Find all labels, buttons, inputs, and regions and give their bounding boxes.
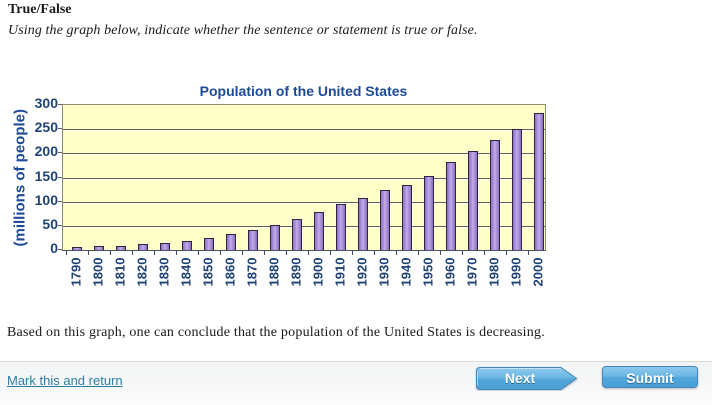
svg-text:Next: Next bbox=[505, 370, 536, 386]
svg-text:Next: Next bbox=[505, 371, 536, 387]
